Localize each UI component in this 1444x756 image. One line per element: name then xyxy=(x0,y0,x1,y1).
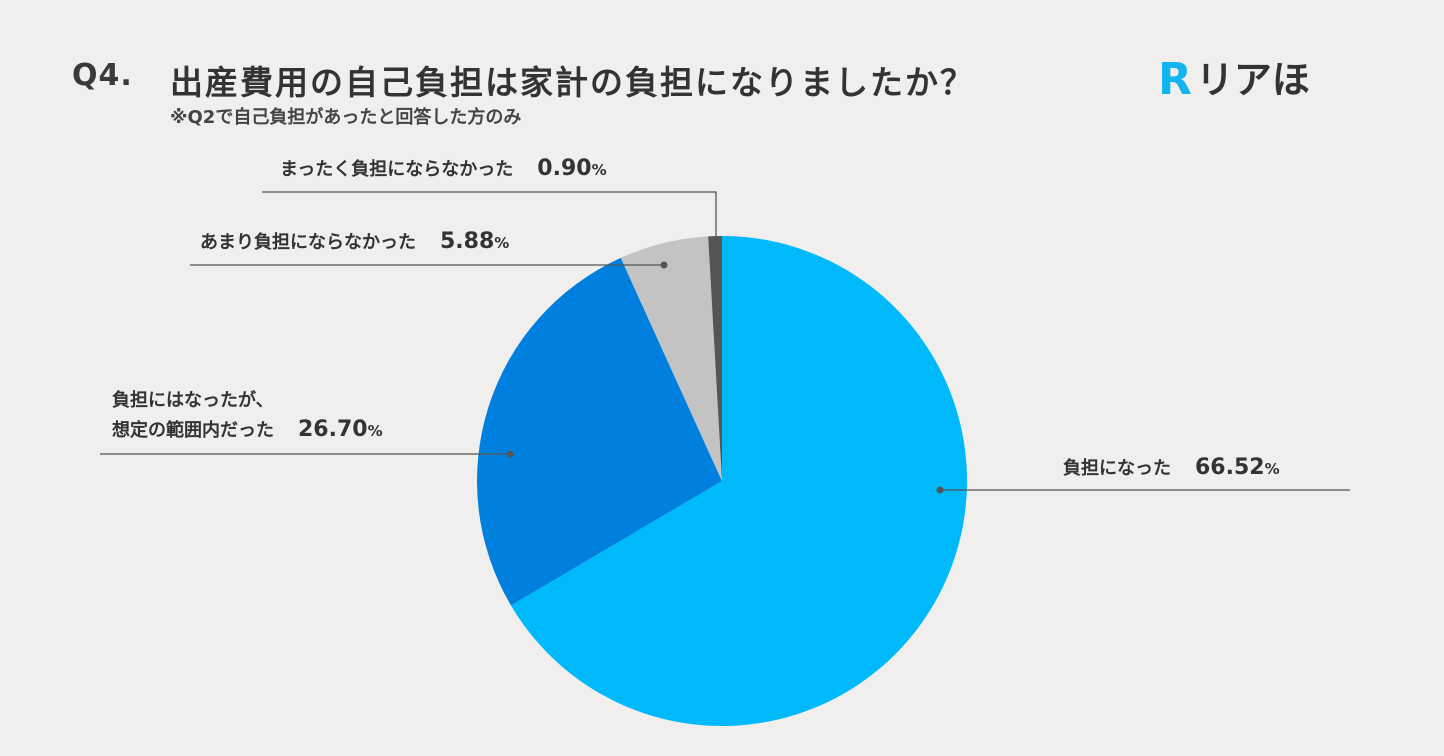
slice-category: 負担にはなったが、 xyxy=(112,389,274,411)
leader-dot xyxy=(660,261,668,269)
slice-unit: % xyxy=(592,161,607,179)
slice-unit: % xyxy=(1265,460,1280,478)
slice-label: あまり負担にならなかった 5.88% xyxy=(200,229,509,254)
slice-category: まったく負担にならなかった xyxy=(280,158,513,180)
pie-slice xyxy=(510,236,967,726)
slice-unit: % xyxy=(368,422,383,440)
leader-dot xyxy=(712,243,720,251)
question-number: Q4. xyxy=(72,58,133,93)
slice-category: 負担になった xyxy=(1063,457,1171,479)
slice-labels: 負担になった 66.52%負担にはなったが、想定の範囲内だった 26.70%あまり負… xyxy=(100,156,1350,494)
slice-label: 負担にはなったが、 xyxy=(112,389,274,411)
brand-logo: R リアほ xyxy=(1158,58,1310,102)
slice-label: 負担になった 66.52% xyxy=(1063,455,1280,480)
pie-slice xyxy=(620,236,722,481)
chart-title: 出産費用の自己負担は家計の負担になりましたか？ xyxy=(170,63,975,102)
leader-dot xyxy=(506,450,514,458)
slice-value: 26.70 xyxy=(298,417,368,442)
leader-line xyxy=(262,191,717,247)
slice-label: まったく負担にならなかった 0.90% xyxy=(280,156,607,181)
pie-slice xyxy=(477,257,722,606)
slice-value: 5.88 xyxy=(440,229,494,254)
pie-slice xyxy=(708,236,722,481)
slice-category: あまり負担にならなかった xyxy=(200,231,416,253)
slice-value: 66.52 xyxy=(1195,455,1265,480)
slice-unit: % xyxy=(494,234,509,252)
slice-category: 想定の範囲内だった xyxy=(112,419,274,441)
slice-value: 0.90 xyxy=(537,156,591,181)
logo-text: リアほ xyxy=(1195,58,1310,102)
leader-dot xyxy=(936,486,944,494)
pie-slices xyxy=(477,236,967,726)
chart-subtitle: ※Q2で自己負担があったと回答した方のみ xyxy=(170,107,522,128)
slice-label: 想定の範囲内だった 26.70% xyxy=(112,417,383,442)
logo-mark: R xyxy=(1158,54,1192,105)
